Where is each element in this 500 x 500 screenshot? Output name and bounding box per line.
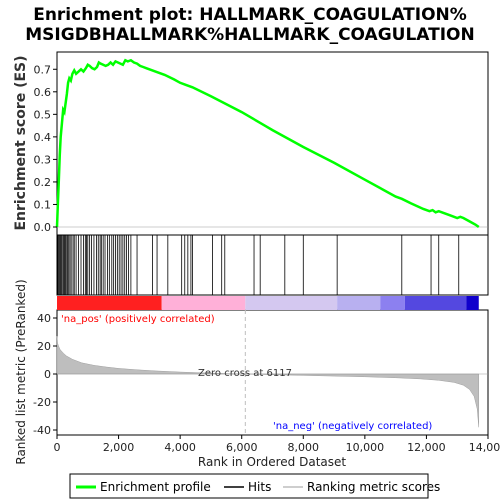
es-tick-label-4: 0.4: [34, 131, 52, 144]
es-tick-label-5: 0.5: [34, 108, 52, 121]
heatmap-segment-4: [380, 296, 405, 310]
es-tick-label-7: 0.7: [34, 63, 52, 76]
x-axis: 0 2,000 4,000 6,000 8,000 10,000 12,000 14,000: [54, 435, 500, 454]
legend-enrichment-label: Enrichment profile: [100, 480, 211, 494]
metric-tick-label-4: 40: [37, 312, 51, 325]
metric-y-axis-label: Ranked list metric (PreRanked): [14, 279, 28, 464]
es-tick-label-6: 0.6: [34, 86, 52, 99]
x-tick-label-1: 2,000: [103, 441, 135, 454]
metric-tick-label-1: -20: [33, 396, 51, 409]
heatmap-segment-0: [57, 296, 162, 310]
es-y-axis-label: Enrichment score (ES): [13, 55, 29, 230]
pos-correlated-label: 'na_pos' (positively correlated): [61, 314, 215, 325]
x-tick-label-7: 14,000: [469, 441, 500, 454]
x-tick-label-5: 10,000: [346, 441, 385, 454]
heatmap-segment-1: [162, 296, 246, 310]
heatmap-segment-2: [245, 296, 337, 310]
metric-y-axis: -40 -20 0 20 40: [33, 312, 57, 437]
x-tick-label-6: 12,000: [407, 441, 446, 454]
es-tick-label-0: 0.0: [34, 221, 52, 234]
metric-tick-label-0: -40: [33, 424, 51, 437]
neg-correlated-label: 'na_neg' (negatively correlated): [273, 421, 432, 432]
es-y-axis: 0.0 0.1 0.2 0.3 0.4 0.5 0.6 0.7: [34, 63, 58, 234]
metric-tick-label-2: 0: [44, 368, 51, 381]
es-tick-label-2: 0.2: [34, 176, 52, 189]
es-panel: [57, 52, 488, 235]
chart-title-line-1: Enrichment plot: HALLMARK_COAGULATION%: [33, 5, 467, 25]
metric-tick-label-3: 20: [37, 340, 51, 353]
chart-title-line-2: MSIGDBHALLMARK%HALLMARK_COAGULATION: [25, 25, 474, 45]
legend-hits-label: Hits: [248, 480, 271, 494]
x-tick-label-3: 6,000: [226, 441, 258, 454]
heatmap-segment-5: [405, 296, 467, 310]
x-axis-label: Rank in Ordered Dataset: [198, 455, 346, 469]
heatmap-segment-6: [466, 296, 478, 310]
legend-metric-label: Ranking metric scores: [307, 480, 440, 494]
hits-panel: [57, 235, 488, 295]
es-tick-label-3: 0.3: [34, 153, 52, 166]
rank-heatmap-bar: [57, 296, 479, 310]
x-tick-label-2: 4,000: [164, 441, 196, 454]
legend: Enrichment profile Hits Ranking metric s…: [70, 474, 440, 498]
zero-cross-label: Zero cross at 6117: [198, 368, 292, 379]
x-tick-label-0: 0: [54, 441, 61, 454]
x-tick-label-4: 8,000: [288, 441, 320, 454]
heatmap-segment-3: [337, 296, 380, 310]
es-tick-label-1: 0.1: [34, 198, 52, 211]
